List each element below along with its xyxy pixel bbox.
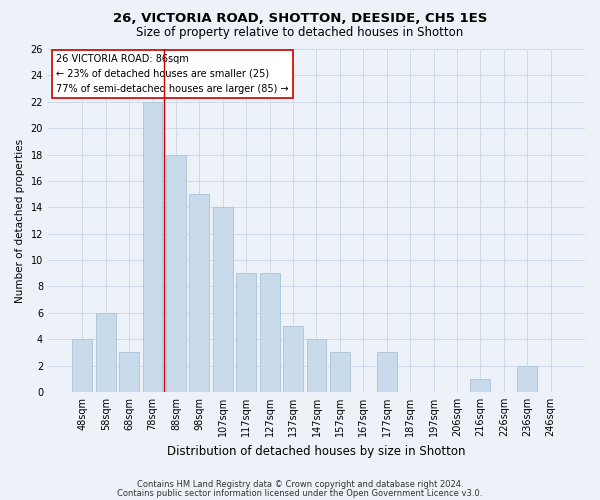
- Bar: [190, 194, 209, 392]
- Text: Size of property relative to detached houses in Shotton: Size of property relative to detached ho…: [136, 26, 464, 39]
- Bar: [377, 352, 397, 392]
- Bar: [119, 352, 139, 392]
- Bar: [143, 102, 163, 392]
- Bar: [517, 366, 537, 392]
- Bar: [307, 339, 326, 392]
- Bar: [73, 339, 92, 392]
- Text: 26 VICTORIA ROAD: 86sqm
← 23% of detached houses are smaller (25)
77% of semi-de: 26 VICTORIA ROAD: 86sqm ← 23% of detache…: [56, 54, 289, 94]
- Bar: [213, 208, 233, 392]
- Y-axis label: Number of detached properties: Number of detached properties: [15, 138, 25, 302]
- Text: Contains HM Land Registry data © Crown copyright and database right 2024.: Contains HM Land Registry data © Crown c…: [137, 480, 463, 489]
- Bar: [283, 326, 303, 392]
- X-axis label: Distribution of detached houses by size in Shotton: Distribution of detached houses by size …: [167, 444, 466, 458]
- Bar: [470, 378, 490, 392]
- Text: 26, VICTORIA ROAD, SHOTTON, DEESIDE, CH5 1ES: 26, VICTORIA ROAD, SHOTTON, DEESIDE, CH5…: [113, 12, 487, 26]
- Bar: [330, 352, 350, 392]
- Text: Contains public sector information licensed under the Open Government Licence v3: Contains public sector information licen…: [118, 489, 482, 498]
- Bar: [96, 313, 116, 392]
- Bar: [166, 154, 186, 392]
- Bar: [260, 273, 280, 392]
- Bar: [236, 273, 256, 392]
